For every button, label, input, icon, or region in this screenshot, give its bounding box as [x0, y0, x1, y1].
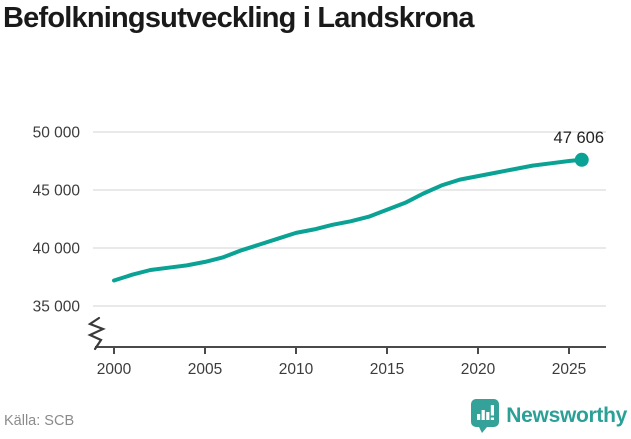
- chart-area: 50 000 45 000 40 000 35 000 2000 2005 2010 2015…: [0, 90, 631, 390]
- bar-chart-speech-bubble-icon: [471, 399, 500, 433]
- x-tick-label: 2020: [461, 361, 496, 378]
- latest-point: [574, 152, 589, 167]
- chart-canvas: 50 000 45 000 40 000 35 000 2000 2005 2010 2015…: [33, 125, 606, 378]
- population-trend-line: [112, 157, 584, 283]
- y-tick-label: 35 000: [33, 299, 81, 316]
- x-tick-label: 2025: [552, 361, 586, 378]
- x-tick-label: 2005: [188, 361, 222, 378]
- source-label: Källa: SCB: [4, 413, 75, 429]
- latest-value-label: 47 606: [554, 129, 604, 147]
- newsworthy-logo-text: Newsworthy: [506, 404, 627, 427]
- chart-footer: Källa: SCB Newsworthy: [0, 393, 631, 439]
- y-tick-label: 45 000: [33, 183, 81, 200]
- axis-break-icon: [87, 316, 106, 351]
- newsworthy-logo: Newsworthy: [471, 399, 631, 433]
- y-tick-label: 50 000: [33, 125, 81, 142]
- y-tick-label: 40 000: [33, 241, 81, 258]
- x-tick-label: 2015: [370, 361, 404, 378]
- page-title: Befolkningsutveckling i Landskrona: [3, 2, 475, 34]
- x-tick-label: 2010: [279, 361, 314, 378]
- x-tick-label: 2000: [97, 361, 132, 378]
